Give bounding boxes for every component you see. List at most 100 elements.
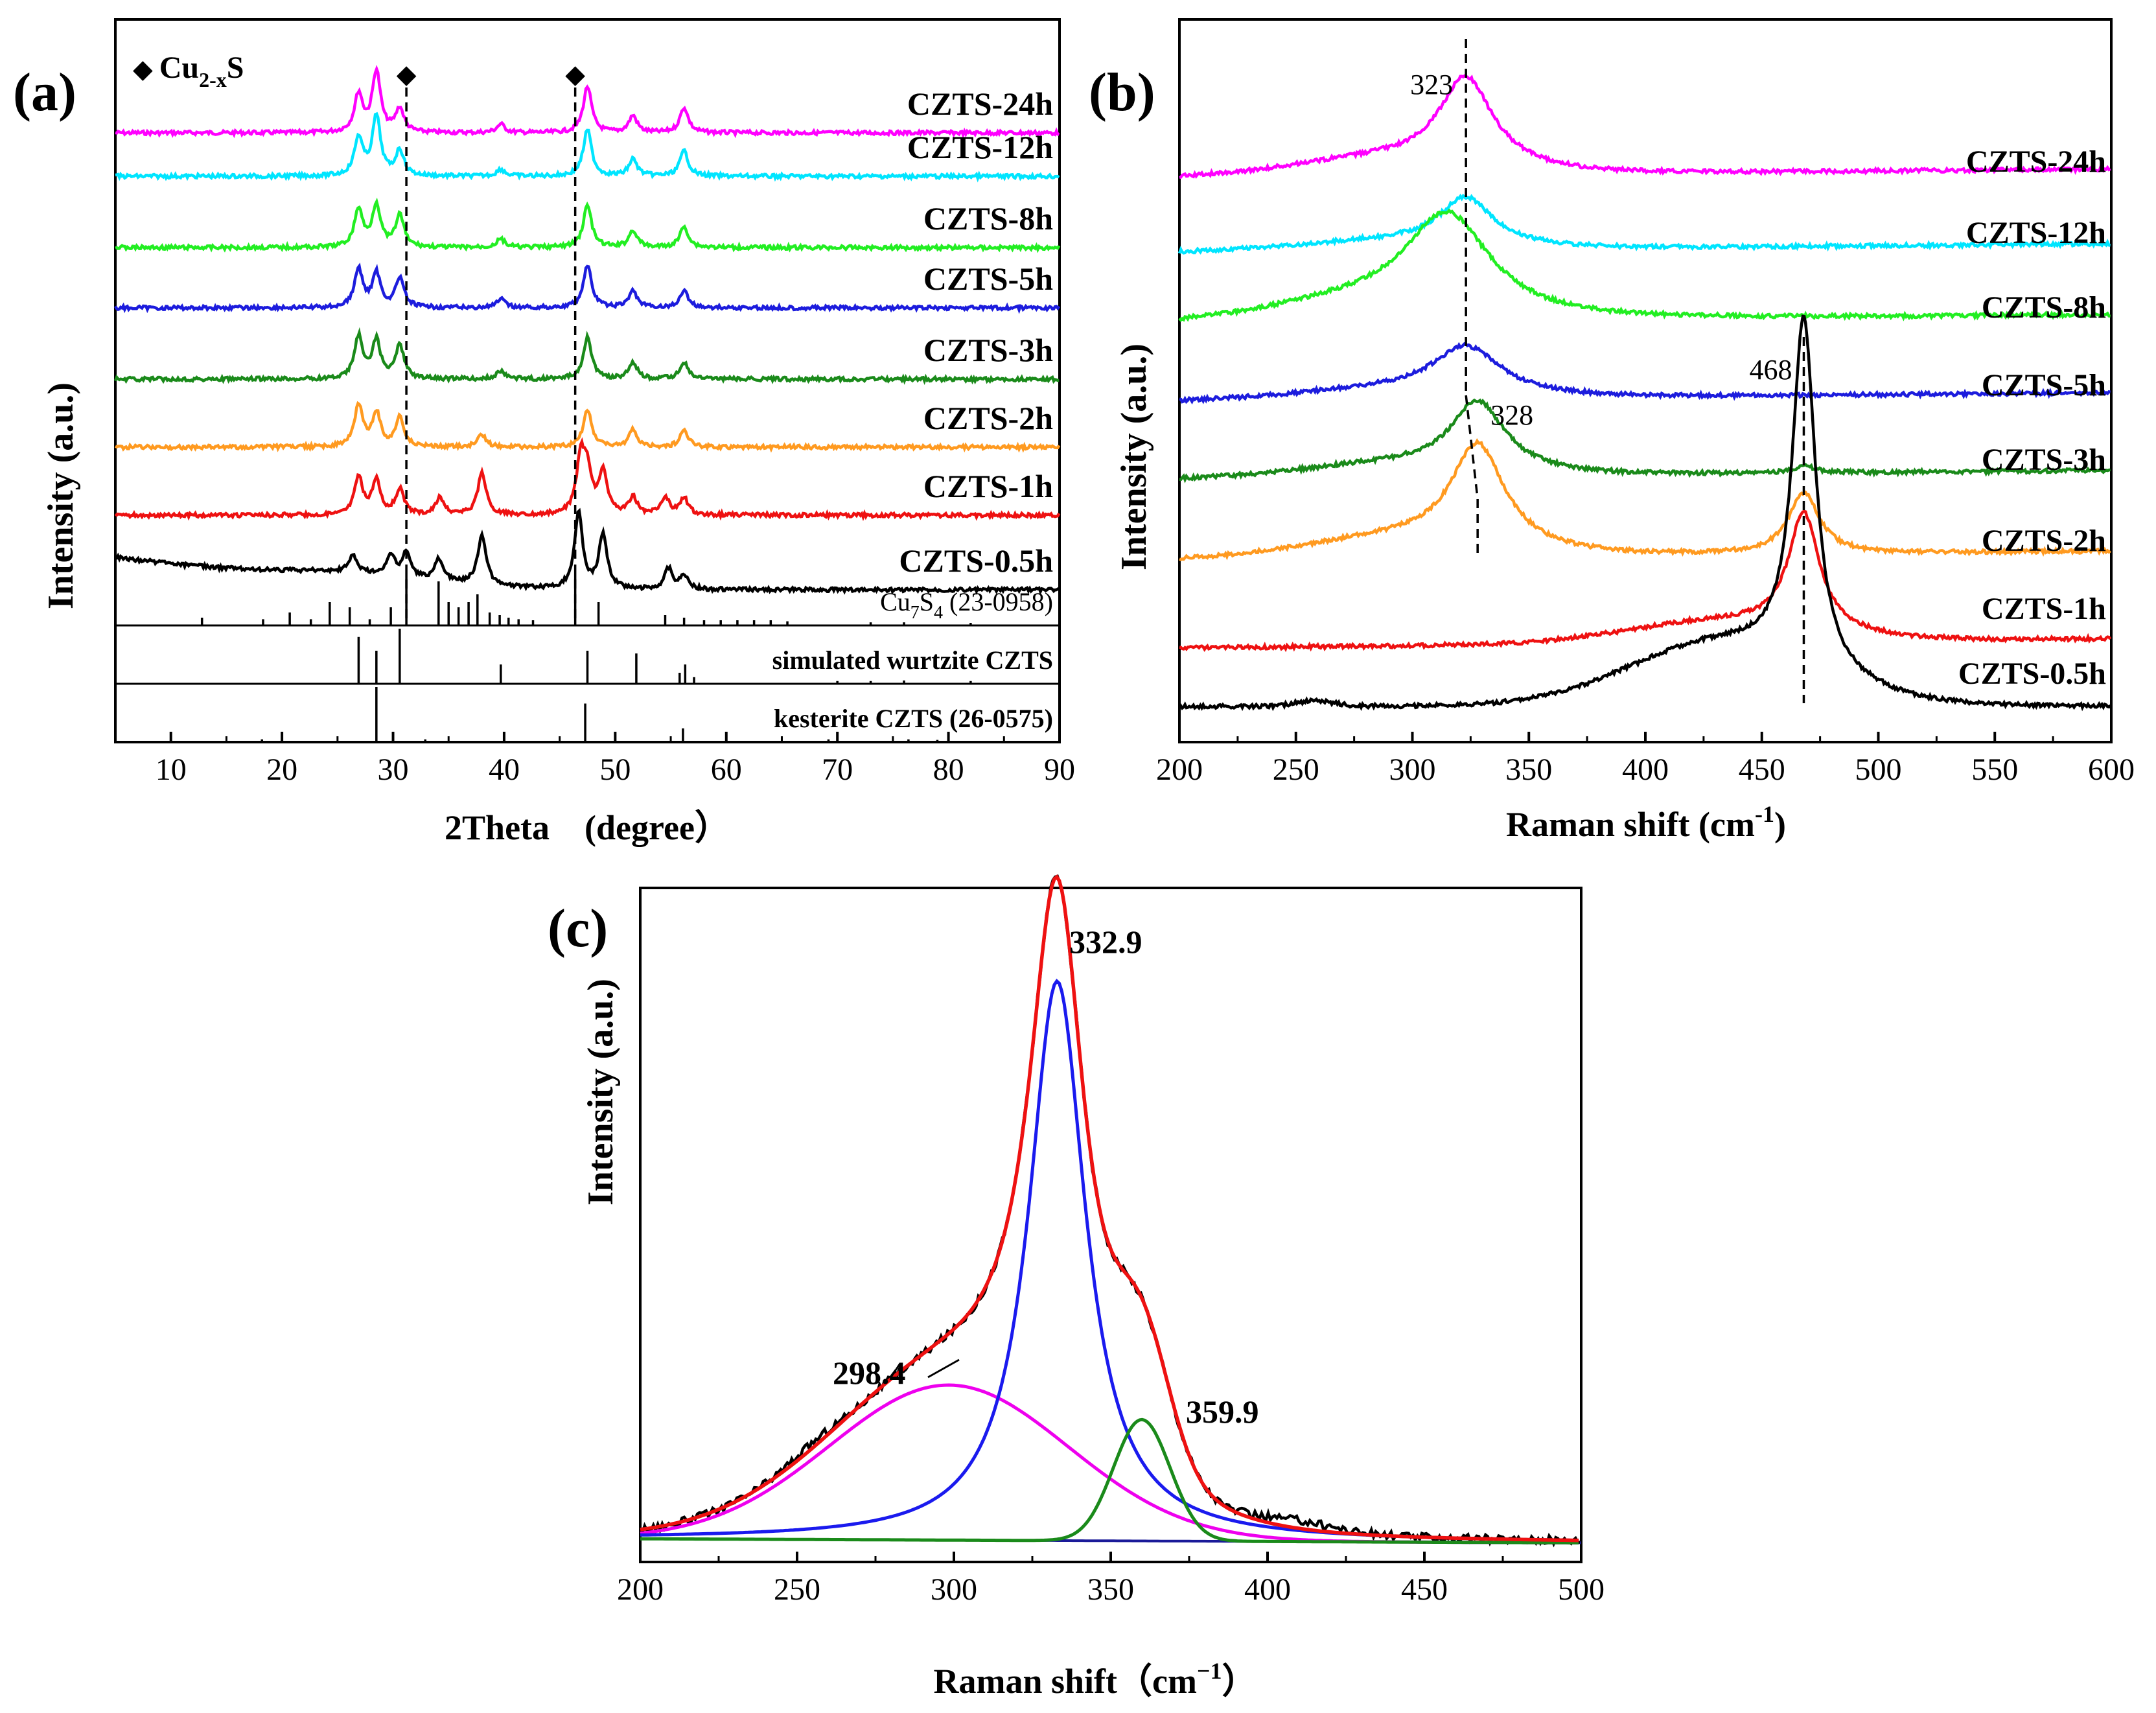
c-peak-label-333: 332.9: [1069, 924, 1142, 960]
b-series-label: CZTS-24h: [1966, 145, 2106, 179]
a-series-CZTS-2h: [115, 401, 1061, 453]
a-series-CZTS-3h: [113, 327, 1060, 385]
a-x-tick-label: 50: [599, 752, 631, 787]
a-marker-diamond: ◆: [397, 60, 417, 89]
c-x-tick-label: 200: [617, 1572, 664, 1607]
b-series-label: CZTS-5h: [1982, 368, 2106, 402]
b-series-CZTS-1h: [1179, 509, 2112, 653]
a-x-tick-label: 70: [822, 752, 853, 787]
b-series-CZTS-8h: [1178, 208, 2111, 322]
a-marker-legend: ◆ Cu2-xS: [133, 51, 244, 91]
b-x-axis-label-sup: -1: [1755, 801, 1774, 827]
b-x-tick-label: 450: [1739, 752, 1785, 787]
a-ref-label-tail: (23-0958): [943, 587, 1053, 616]
b-series-label: CZTS-3h: [1982, 443, 2106, 477]
a-x-tick-label: 80: [933, 752, 964, 787]
a-series-CZTS-12h: [115, 111, 1060, 183]
b-annotation-323: 323: [1410, 69, 1453, 100]
a-x-tick-label: 60: [711, 752, 742, 787]
a-ref-label-wurtzite: simulated wurtzite CZTS: [772, 646, 1053, 675]
a-series-label: CZTS-1h: [923, 468, 1053, 504]
b-series-CZTS-5h: [1179, 342, 2111, 405]
a-series-label: CZTS-3h: [923, 332, 1053, 368]
b-series-CZTS-3h: [1179, 398, 2111, 484]
c-fit-component-359.9: [640, 1417, 1579, 1544]
panel-b: 200 250 300 350 400 450 500 550 600 (b) Intensity …: [1089, 18, 2135, 844]
b-guide-328: [1465, 395, 1479, 500]
b-x-tick-label: 400: [1622, 752, 1669, 787]
c-x-tick-label: 350: [1087, 1572, 1134, 1607]
a-x-tick-label: 90: [1044, 752, 1075, 787]
a-ref-label-sub: 7: [910, 603, 920, 623]
c-x-axis-label-tail: ）: [1222, 1662, 1257, 1701]
c-cumulative-fit: [640, 874, 1579, 1543]
a-marker-legend-text: Cu: [159, 51, 199, 85]
b-annotation-468: 468: [1749, 354, 1792, 386]
c-x-tick-label: 500: [1558, 1572, 1605, 1607]
c-fit-component-298.4: [640, 1383, 1579, 1544]
a-marker-diamond: ◆: [565, 60, 585, 89]
b-y-axis-label: Intensity (a.u.): [1114, 344, 1154, 570]
a-series-label: CZTS-24h: [907, 86, 1053, 122]
a-series-label: CZTS-12h: [907, 129, 1053, 165]
b-x-tick-label: 550: [1971, 752, 2018, 787]
a-ref-label-cu7s4: Cu7S4 (23-0958): [880, 587, 1053, 623]
a-series-label: CZTS-8h: [923, 200, 1053, 237]
b-x-tick-label: 250: [1273, 752, 1319, 787]
panel-a: 10 20 30 40 50 60 70 80 90 (a) Intensity (a.u.) 2Th…: [13, 18, 1075, 847]
c-x-tick-label: 450: [1401, 1572, 1448, 1607]
c-peak-leader-298: [927, 1358, 960, 1379]
b-annotation-328: 328: [1490, 399, 1533, 431]
a-series-CZTS-1h: [114, 437, 1061, 521]
a-x-axis-label: 2Theta (degree）: [445, 808, 730, 847]
b-series-label: CZTS-2h: [1982, 524, 2106, 558]
b-series-label: CZTS-0.5h: [1958, 657, 2106, 691]
a-panel-label: (a): [13, 62, 76, 122]
c-plot-frame: [639, 887, 1582, 1563]
b-series-CZTS-24h: [1179, 74, 2111, 180]
c-x-tick-label: 400: [1244, 1572, 1291, 1607]
c-measured-spectrum: [640, 874, 1581, 1548]
a-ref-label-kesterite: kesterite CZTS (26-0575): [774, 704, 1053, 733]
a-y-axis-label: Intensity (a.u.): [41, 382, 81, 609]
b-series-CZTS-0.5h: [1178, 314, 2112, 712]
c-x-axis-label-sup: −1: [1197, 1658, 1222, 1684]
b-series-label: CZTS-8h: [1982, 290, 2106, 325]
a-x-tick-label: 20: [266, 752, 297, 787]
b-series-label: CZTS-12h: [1966, 216, 2106, 250]
c-peak-label-298: 298.4: [833, 1355, 906, 1391]
b-x-tick-label: 500: [1855, 752, 1902, 787]
b-panel-label: (b): [1089, 62, 1155, 122]
a-series-CZTS-24h: [115, 65, 1060, 139]
b-series-label: CZTS-1h: [1982, 592, 2106, 626]
c-x-tick-label: 250: [774, 1572, 820, 1607]
panel-c: 200 250 300 350 400 450 500 (c) Intensity (a.u.)…: [548, 874, 1605, 1701]
a-series-CZTS-8h: [115, 197, 1061, 253]
a-series-label: CZTS-0.5h: [899, 542, 1053, 579]
c-peak-label-360: 359.9: [1186, 1393, 1259, 1430]
b-x-axis-label-tail: ): [1774, 805, 1786, 844]
c-panel-label: (c): [548, 898, 608, 959]
c-x-tick-label: 300: [931, 1572, 977, 1607]
a-series-label: CZTS-2h: [923, 400, 1053, 436]
a-marker-legend-sub: 2-x: [199, 68, 227, 91]
c-x-axis-label: Raman shift（cm−1）: [934, 1658, 1257, 1701]
a-series-CZTS-5h: [114, 262, 1061, 314]
a-x-tick-label: 40: [489, 752, 520, 787]
c-y-axis-label: Intensity (a.u.): [581, 979, 621, 1206]
b-plot-frame: [1178, 18, 2113, 743]
a-ref-label-mid: S: [920, 587, 934, 616]
b-series-CZTS-12h: [1177, 193, 2111, 255]
b-x-tick-label: 200: [1156, 752, 1203, 787]
a-x-tick-label: 30: [378, 752, 409, 787]
a-series-CZTS-0.5h: [115, 507, 1060, 596]
c-fit-component-332.9: [640, 979, 1579, 1543]
a-series-label: CZTS-5h: [923, 261, 1053, 297]
a-x-tick-label: 10: [156, 752, 187, 787]
b-x-tick-label: 350: [1505, 752, 1552, 787]
b-x-axis-label: Raman shift (cm-1): [1506, 801, 1786, 844]
a-marker-legend-tail: S: [227, 51, 244, 85]
b-x-tick-label: 300: [1389, 752, 1436, 787]
b-series-CZTS-2h: [1179, 438, 2111, 561]
